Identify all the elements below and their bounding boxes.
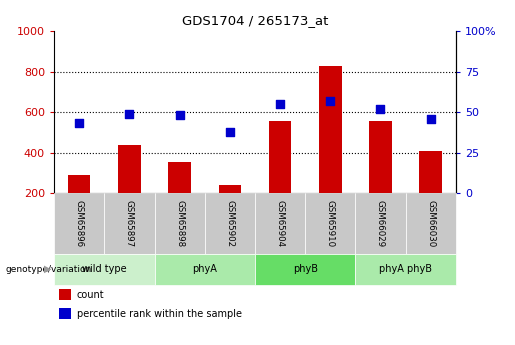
Text: genotype/variation: genotype/variation <box>5 265 91 274</box>
Text: GSM65902: GSM65902 <box>226 200 234 247</box>
Text: GSM65910: GSM65910 <box>326 200 335 247</box>
Text: phyA: phyA <box>192 264 217 274</box>
Bar <box>118 145 141 193</box>
Text: GSM66029: GSM66029 <box>376 200 385 247</box>
Bar <box>218 185 241 193</box>
Bar <box>269 121 291 193</box>
Text: GSM65904: GSM65904 <box>276 200 284 247</box>
Text: GSM65896: GSM65896 <box>75 200 83 247</box>
Bar <box>319 66 341 193</box>
Text: phyA phyB: phyA phyB <box>379 264 432 274</box>
Text: percentile rank within the sample: percentile rank within the sample <box>77 309 242 318</box>
Text: GSM65898: GSM65898 <box>175 200 184 247</box>
Point <box>276 101 284 107</box>
Text: ▶: ▶ <box>44 264 52 274</box>
Point <box>426 116 435 121</box>
Bar <box>419 151 442 193</box>
Bar <box>369 121 392 193</box>
Title: GDS1704 / 265173_at: GDS1704 / 265173_at <box>182 14 328 27</box>
Point <box>75 121 83 126</box>
Text: phyB: phyB <box>293 264 318 274</box>
Point <box>176 112 184 118</box>
Point <box>326 98 334 104</box>
Point <box>226 129 234 134</box>
Bar <box>68 175 91 193</box>
Text: GSM65897: GSM65897 <box>125 200 134 247</box>
Point <box>125 111 133 117</box>
Text: count: count <box>77 290 105 299</box>
Text: GSM66030: GSM66030 <box>426 200 435 247</box>
Point <box>376 106 385 112</box>
Text: wild type: wild type <box>82 264 127 274</box>
Bar <box>168 162 191 193</box>
